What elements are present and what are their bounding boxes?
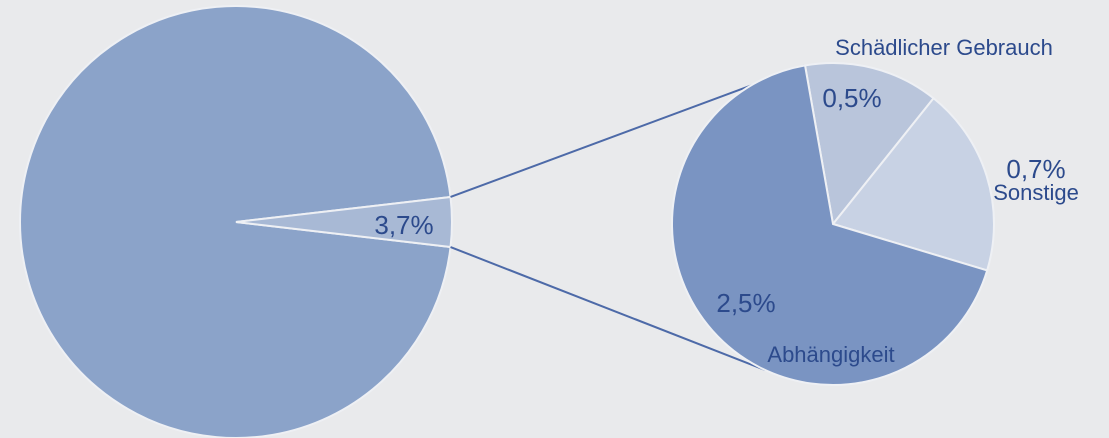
detail-pie-slice-abhaengigkeit: [671, 64, 989, 386]
detail-pie-slice-schaedlicher-gebrauch: [803, 62, 935, 227]
connector-line-top: [450, 64, 806, 198]
detail-pie: [671, 62, 995, 386]
slice-value-schaedlicher-gebrauch: 0,5%: [822, 83, 881, 113]
detail-pie-slice-sonstige: [831, 96, 995, 272]
slice-name-abhaengigkeit: Abhängigkeit: [767, 342, 894, 367]
slice-name-schaedlicher-gebrauch: Schädlicher Gebrauch: [835, 35, 1053, 60]
slice-value-sonstige: 0,7%: [1006, 154, 1065, 184]
slice-name-sonstige: Sonstige: [993, 180, 1079, 205]
main-pie-slice-rest: [19, 5, 452, 438]
main-pie: [19, 5, 453, 438]
main-slice-value-label: 3,7%: [374, 210, 433, 240]
connector-line-bottom: [450, 246, 766, 371]
slice-value-abhaengigkeit: 2,5%: [716, 288, 775, 318]
main-pie-slice-highlighted: [235, 195, 453, 249]
